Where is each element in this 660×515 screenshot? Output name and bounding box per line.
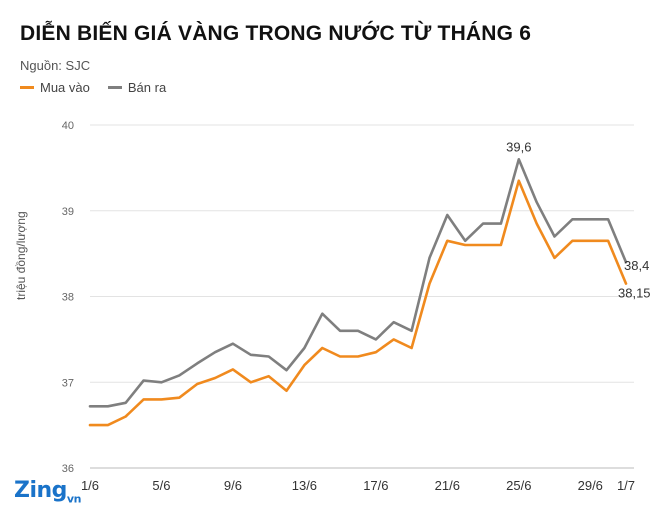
y-tick-label: 39 [62, 206, 74, 218]
logo-suffix: vn [66, 492, 82, 506]
x-tick-label: 21/6 [435, 478, 460, 493]
annotation-mua-vao-end: 38,15 [618, 286, 651, 301]
y-tick-label: 37 [62, 377, 74, 389]
chart-source: Nguồn: SJC [20, 58, 91, 73]
annotation-peak: 39,6 [506, 139, 531, 154]
legend-label-mua-vao: Mua vào [40, 80, 90, 95]
x-tick-label: 9/6 [224, 478, 242, 493]
legend-swatch-ban-ra [107, 86, 122, 89]
y-tick-label: 36 [62, 463, 74, 475]
x-tick-label: 17/6 [363, 478, 388, 493]
series-line-ban-ra [88, 158, 628, 408]
y-tick-label: 38 [62, 292, 74, 304]
legend-item-ban-ra: Bán ra [107, 80, 167, 95]
chart-title: DIỄN BIẾN GIÁ VÀNG TRONG NƯỚC TỪ THÁNG 6 [20, 22, 532, 45]
x-tick-label: 29/6 [578, 478, 603, 493]
series-line-mua-vao [88, 179, 628, 427]
legend-label-ban-ra: Bán ra [127, 80, 167, 95]
legend-swatch-mua-vao [20, 86, 34, 89]
logo-text: Zing [14, 478, 67, 503]
x-tick-label: 1/7 [617, 478, 635, 493]
zing-logo: Zingvn [14, 478, 81, 505]
x-tick-label: 13/6 [292, 478, 317, 493]
x-tick-label: 5/6 [152, 478, 170, 493]
y-tick-label: 40 [62, 120, 74, 132]
annotation-ban-ra-end: 38,4 [624, 258, 649, 273]
chart-legend: Mua vào Bán ra [20, 80, 166, 95]
x-tick-label: 25/6 [506, 478, 531, 493]
legend-item-mua-vao: Mua vào [20, 80, 90, 95]
x-tick-label: 1/6 [81, 478, 99, 493]
